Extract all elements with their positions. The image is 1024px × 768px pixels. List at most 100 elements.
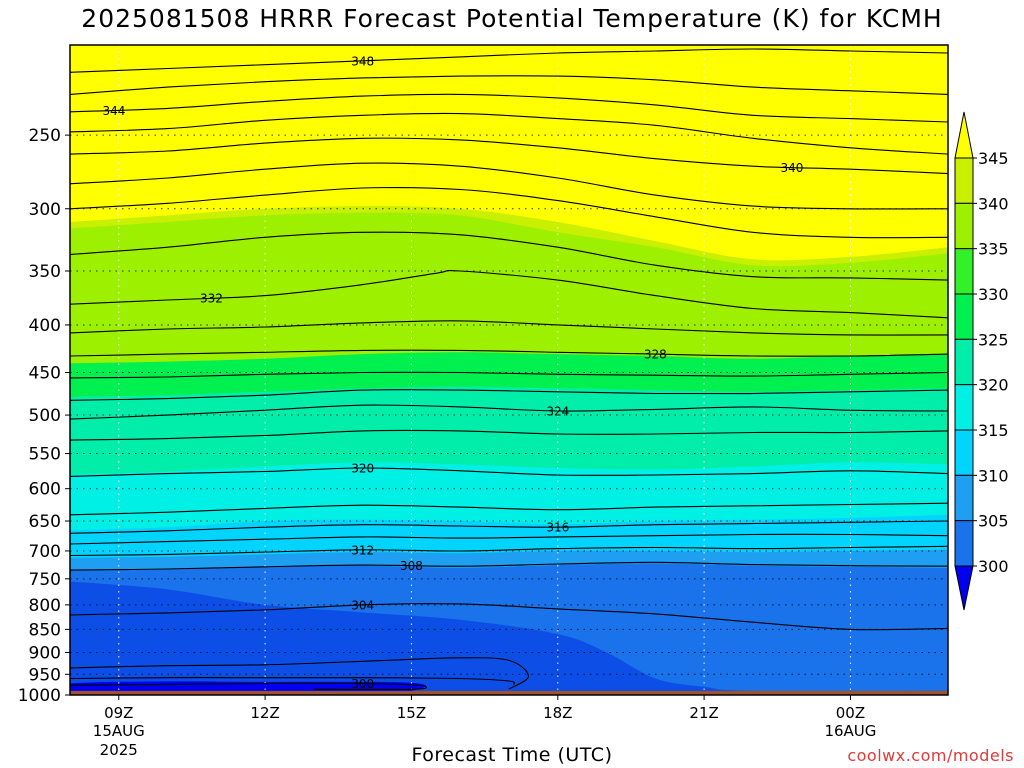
contour-line [70,162,948,210]
contour-label: 304 [351,598,374,612]
contour-label: 340 [780,161,803,175]
colorbar-label: 300 [978,557,1009,576]
colorbar-box [954,202,974,250]
y-axis: 250 300 350 400 450 500 550 600 650 700 750 800 850 9… [18,126,70,706]
contour-line [70,677,516,686]
colorbar-label: 335 [978,240,1009,259]
credit-text: coolwx.com/models [847,746,1014,765]
x-tick-label: 09Z [104,704,133,722]
colorbar-label: 315 [978,421,1009,440]
y-tick-label: 350 [29,262,61,282]
y-tick-label: 300 [29,200,61,220]
x-tick-label: 00Z [836,704,865,722]
colorbar-box [954,248,974,295]
contour-label: 312 [351,543,374,557]
contour-label-text: 312 [351,543,374,557]
colorbar-bottom-arrow [954,565,974,611]
heatmap-fill-layers [70,45,948,695]
contour-label: 316 [546,521,569,535]
contour-line [70,502,948,516]
y-tick-label: 450 [29,364,61,384]
contour-line [70,93,948,123]
y-tick-label: 850 [29,620,61,640]
contour-line [70,404,948,420]
x-tick-year: 2025 [100,741,138,759]
x-tick-label: 15Z [397,704,426,722]
colorbar-box [954,157,974,204]
contour-line [70,320,948,336]
y-tick-label: 550 [29,445,61,465]
contour-line [70,371,948,379]
x-tick-date: 16AUG [824,722,876,740]
contour-line [70,682,427,691]
colorbar-label: 340 [978,194,1009,213]
chart-title: 2025081508 HRRR Forecast Potential Tempe… [81,4,943,33]
contour-line [70,270,948,319]
contour-line [70,349,948,357]
contour-line [70,48,948,73]
contour-label-text: 300 [351,677,374,691]
contour-line [70,112,948,155]
contour-line [70,561,948,571]
colorbar-box [954,293,974,340]
y-tick-label: 250 [29,126,61,146]
contour-line [70,389,948,401]
y-tick-label: 900 [29,643,61,663]
colorbar-box [954,520,974,567]
contour-label: 300 [351,677,374,691]
contour-label-text: 308 [400,559,423,573]
y-tick-label: 400 [29,316,61,336]
colorbar-box [954,384,974,431]
contour-label: 344 [102,104,125,118]
contour-label: 320 [351,461,374,475]
contour-line [70,429,948,441]
contour-label: 348 [351,54,374,68]
gridlines [70,45,948,695]
colorbar-box [954,474,974,522]
y-tick-label: 700 [29,542,61,562]
y-tick-label: 650 [29,512,61,532]
contour-label: 308 [400,559,423,573]
colorbar-label: 310 [978,466,1009,485]
contour-line [70,137,948,175]
fill-layer-300 [70,581,948,695]
contour-label-text: 316 [546,521,569,535]
contour-label-text: 332 [200,292,223,306]
x-tick-label: 21Z [689,704,718,722]
x-tick-label: 12Z [250,704,279,722]
contour-line [70,186,948,239]
colorbar-label: 330 [978,285,1009,304]
y-tick-label: 1000 [18,686,61,706]
x-tick-label: 18Z [543,704,572,722]
colorbar-box [954,429,974,476]
contour-line [70,545,948,557]
contour-label-text: 340 [780,161,803,175]
contour-label-text: 344 [102,104,125,118]
contour-label-text: 328 [644,348,667,362]
contour-label: 332 [200,292,223,306]
x-axis-label: Forecast Time (UTC) [411,744,613,766]
contour-line [70,603,948,631]
ground-fill [70,690,948,695]
x-tick-date: 15AUG [93,722,145,740]
contour-line [70,467,948,477]
contour-line [70,231,948,281]
y-tick-label: 950 [29,665,61,685]
colorbar-box [954,338,974,386]
y-tick-label: 500 [29,406,61,426]
y-tick-label: 800 [29,596,61,616]
y-tick-label: 750 [29,570,61,590]
contour-label-text: 304 [351,598,374,612]
contour-label-text: 348 [351,54,374,68]
colorbar-top-arrow [954,111,974,159]
contour-label: 328 [644,348,667,362]
y-tick-label: 600 [29,480,61,500]
colorbar-label: 305 [978,512,1009,531]
contour-lines: 348 344 340 332 328 324 320 316 312 308 304 300 [70,48,948,691]
contour-line [70,533,948,545]
contour-label-text: 320 [351,461,374,475]
contour-label: 324 [546,405,569,419]
contour-line [70,520,948,534]
